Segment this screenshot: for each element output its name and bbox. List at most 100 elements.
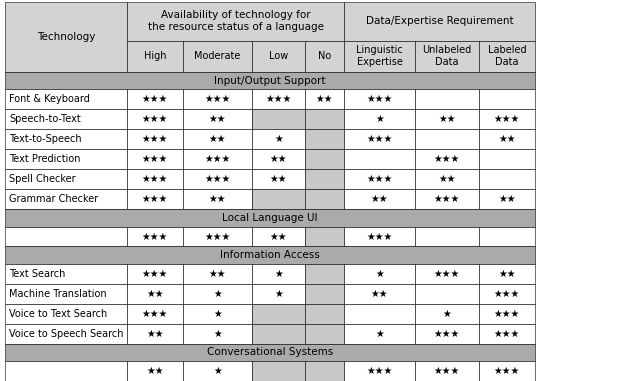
Text: ★★★: ★★★ — [433, 329, 460, 339]
Bar — [415, 40, 479, 72]
Text: ★★: ★★ — [316, 94, 333, 104]
Text: ★: ★ — [375, 114, 384, 124]
Text: ★★★: ★★★ — [265, 94, 292, 104]
Bar — [5, 2, 127, 72]
Bar — [5, 72, 535, 90]
Text: ★★: ★★ — [146, 289, 164, 299]
Bar — [183, 90, 252, 109]
Bar — [252, 109, 305, 129]
Bar — [305, 227, 344, 247]
Bar — [5, 344, 535, 361]
Bar — [415, 90, 479, 109]
Text: Technology: Technology — [36, 32, 95, 42]
Bar — [479, 284, 535, 304]
Text: ★★★: ★★★ — [141, 232, 168, 242]
Text: Voice to Speech Search: Voice to Speech Search — [9, 329, 124, 339]
Bar — [252, 40, 305, 72]
Text: Machine Translation: Machine Translation — [9, 289, 107, 299]
Text: ★: ★ — [375, 329, 384, 339]
Text: ★★★: ★★★ — [141, 134, 168, 144]
Bar — [127, 169, 183, 189]
Text: Text Search: Text Search — [9, 269, 65, 279]
Bar — [344, 90, 415, 109]
Bar — [415, 109, 479, 129]
Text: ★★★: ★★★ — [493, 309, 520, 319]
Bar — [479, 90, 535, 109]
Text: ★★★: ★★★ — [366, 134, 393, 144]
Text: ★★: ★★ — [371, 289, 388, 299]
Bar — [479, 189, 535, 209]
Text: No: No — [318, 51, 331, 61]
Bar — [5, 227, 127, 247]
Bar — [415, 149, 479, 169]
Text: ★★★: ★★★ — [366, 366, 393, 376]
Text: ★★: ★★ — [438, 114, 456, 124]
Bar — [344, 109, 415, 129]
Bar — [5, 189, 127, 209]
Text: ★: ★ — [274, 289, 283, 299]
Bar — [127, 361, 183, 381]
Text: ★: ★ — [274, 134, 283, 144]
Bar — [479, 361, 535, 381]
Text: High: High — [143, 51, 166, 61]
Bar — [183, 324, 252, 344]
Bar — [183, 189, 252, 209]
Bar — [344, 2, 535, 40]
Bar — [127, 2, 344, 40]
Text: Grammar Checker: Grammar Checker — [9, 194, 98, 204]
Text: Text-to-Speech: Text-to-Speech — [9, 134, 81, 144]
Text: ★★★: ★★★ — [204, 174, 231, 184]
Text: ★★: ★★ — [209, 134, 227, 144]
Bar — [415, 264, 479, 284]
Bar — [305, 284, 344, 304]
Bar — [5, 264, 127, 284]
Bar — [127, 90, 183, 109]
Bar — [252, 324, 305, 344]
Bar — [5, 149, 127, 169]
Bar — [305, 304, 344, 324]
Bar — [415, 227, 479, 247]
Bar — [252, 264, 305, 284]
Bar — [127, 227, 183, 247]
Text: Font & Keyboard: Font & Keyboard — [9, 94, 90, 104]
Bar — [5, 361, 127, 381]
Bar — [479, 324, 535, 344]
Text: ★★★: ★★★ — [366, 94, 393, 104]
Text: ★★★: ★★★ — [366, 232, 393, 242]
Bar — [305, 90, 344, 109]
Text: ★★: ★★ — [498, 269, 516, 279]
Bar — [5, 304, 127, 324]
Bar — [305, 324, 344, 344]
Bar — [183, 169, 252, 189]
Text: ★★★: ★★★ — [433, 194, 460, 204]
Bar — [479, 109, 535, 129]
Bar — [252, 149, 305, 169]
Text: Text Prediction: Text Prediction — [9, 154, 81, 164]
Bar — [415, 284, 479, 304]
Bar — [344, 129, 415, 149]
Bar — [479, 149, 535, 169]
Text: Conversational Systems: Conversational Systems — [207, 347, 333, 357]
Text: ★: ★ — [375, 269, 384, 279]
Bar — [183, 109, 252, 129]
Text: ★★★: ★★★ — [141, 269, 168, 279]
Bar — [183, 264, 252, 284]
Bar — [305, 361, 344, 381]
Text: ★★★: ★★★ — [433, 366, 460, 376]
Text: ★★: ★★ — [146, 329, 164, 339]
Bar — [344, 169, 415, 189]
Bar — [127, 149, 183, 169]
Text: ★★★: ★★★ — [141, 194, 168, 204]
Text: ★★: ★★ — [209, 269, 227, 279]
Text: ★★★: ★★★ — [433, 269, 460, 279]
Bar — [252, 90, 305, 109]
Bar — [5, 247, 535, 264]
Text: Voice to Text Search: Voice to Text Search — [9, 309, 108, 319]
Bar — [127, 129, 183, 149]
Bar — [252, 284, 305, 304]
Bar — [344, 324, 415, 344]
Text: ★★★: ★★★ — [141, 114, 168, 124]
Text: Data/Expertise Requirement: Data/Expertise Requirement — [366, 16, 513, 26]
Text: ★★★: ★★★ — [433, 154, 460, 164]
Bar — [344, 227, 415, 247]
